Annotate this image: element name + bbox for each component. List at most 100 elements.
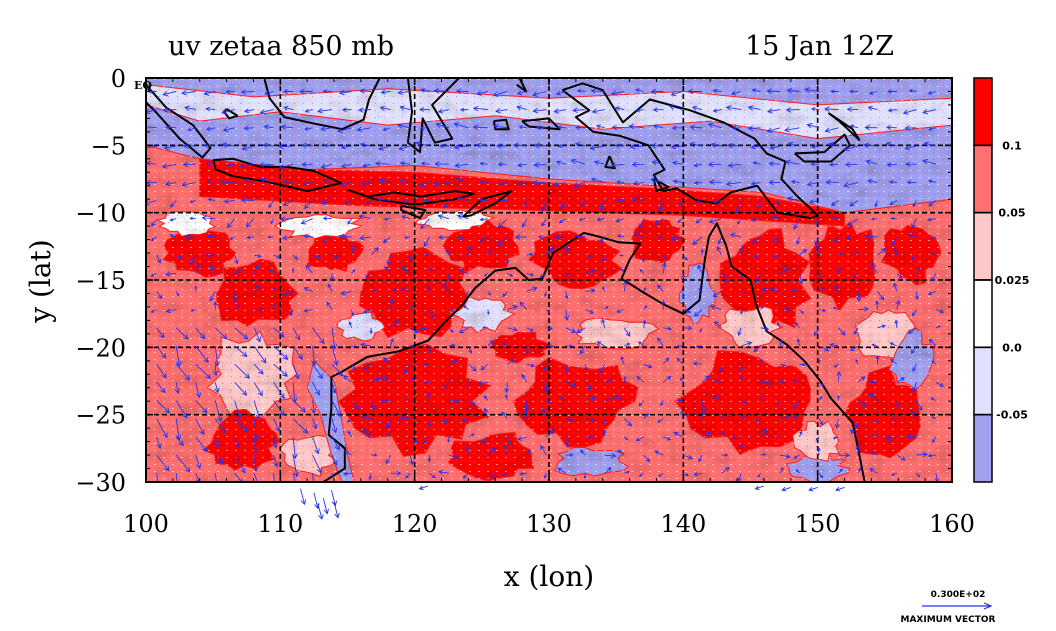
coastline-new-guinea [561,82,819,220]
wind-vector-772 [818,418,823,426]
wind-vector-827 [292,455,299,478]
wind-vector-553 [546,326,554,331]
wind-vector-636 [564,364,569,374]
wind-vector-325 [890,216,897,221]
y-tick-label-5: −25 [75,402,126,430]
wind-vector-783 [234,436,241,449]
wind-vector-66 [635,108,644,113]
wind-vector-595 [565,344,574,348]
wind-vector-732 [837,394,840,401]
colorbar-label-0: 0.1 [1002,139,1022,152]
wind-vector-105 [596,124,605,129]
wind-vector-884 [604,467,612,474]
coastline-australia [322,222,866,482]
wind-vector-642 [676,357,684,365]
wind-vector-203 [905,161,917,167]
wind-vector-297 [347,218,352,225]
wind-vector-604 [740,341,753,347]
wind-vector-682 [662,375,672,383]
wind-vector-704 [292,400,306,413]
wind-vector-313 [654,218,664,225]
wind-vector-43 [184,105,196,111]
wind-vector-691 [836,370,842,383]
wind-vector-523 [760,305,765,310]
wind-vector-385 [467,245,472,256]
wind-vector-395 [662,254,667,260]
wind-vector-107 [628,123,644,130]
wind-vector-800 [564,436,570,448]
wind-vector-711 [426,391,431,401]
wind-vector-669 [409,376,415,383]
wind-vector-593 [525,345,530,355]
wind-vector-846 [654,450,664,456]
wind-vector-434 [621,267,625,274]
wind-vector-59 [495,107,508,114]
wind-vector-124 [163,144,177,151]
wind-vector-709 [380,398,391,404]
wind-vector-515 [604,305,609,310]
wind-vector-465 [426,285,430,292]
wind-vector-389 [545,246,555,256]
wind-vector-694 [896,377,906,383]
wind-vector-726 [712,395,722,401]
wind-vector-130 [277,143,294,150]
wind-vector-456 [253,284,259,292]
wind-vector-28 [687,88,703,95]
wind-vector-861 [156,473,158,482]
coastline-dolak [652,178,670,193]
wind-vector-771 [792,414,800,420]
wind-vector-373 [234,254,239,265]
wind-vector-768 [740,415,745,420]
wind-vector-190 [651,159,664,166]
axis-ticks: 100 110 120 130 140 150 160 0 −5 −10 −15 −20 −25 −30 [75,65,975,538]
wind-vector-5 [240,89,255,95]
wind-vector-435 [639,268,645,274]
wind-vector-623 [312,363,323,380]
wind-vector-788 [331,436,340,451]
y-axis-label: y (lat) [24,239,57,323]
wind-vector-708 [370,400,376,411]
wind-vector-282 [849,200,859,207]
wind-vector-296 [322,216,333,221]
wind-vector-668 [381,376,391,383]
wind-vector-253 [282,200,294,206]
wind-vector-790 [362,428,372,438]
wind-vector-464 [400,287,411,292]
wind-vector-72 [747,105,761,111]
wind-vector-878 [487,472,497,479]
wind-vector-348 [537,235,547,240]
wind-vector-573 [935,325,942,329]
wind-vector-564 [760,326,770,331]
wind-vector-118 [849,124,859,129]
wind-vector-94 [382,127,391,132]
wind-vector-494 [190,308,196,312]
wind-vector-120 [886,124,897,131]
wind-vector-588 [428,345,433,354]
wind-vector-473 [585,288,596,294]
wind-vector-241 [843,181,859,188]
wind-vector-760 [585,417,595,422]
wind-vector-155 [769,144,781,150]
wind-vector-821 [175,454,191,473]
wind-vector-533 [156,327,165,339]
wind-vector-900 [916,472,921,478]
wind-vector-143 [533,142,547,149]
wind-vector-832 [385,454,391,465]
wind-vector-483 [769,287,781,293]
wind-vector-602 [695,344,703,349]
wind-vector-127 [221,142,235,148]
wind-vector-4 [225,89,235,95]
wind-vector-873 [390,470,402,476]
wind-vector-41 [146,108,157,115]
wind-vector-907 [317,503,324,520]
wind-vector-638 [599,363,606,374]
wind-vector-324 [871,217,878,221]
wind-vector-818 [906,434,917,439]
wind-vector-391 [585,254,593,258]
wind-vector-62 [553,108,566,114]
wind-vector-877 [462,472,469,479]
wind-vector-468 [487,291,491,296]
wind-vector-22 [576,88,586,93]
wind-vector-375 [273,254,282,259]
